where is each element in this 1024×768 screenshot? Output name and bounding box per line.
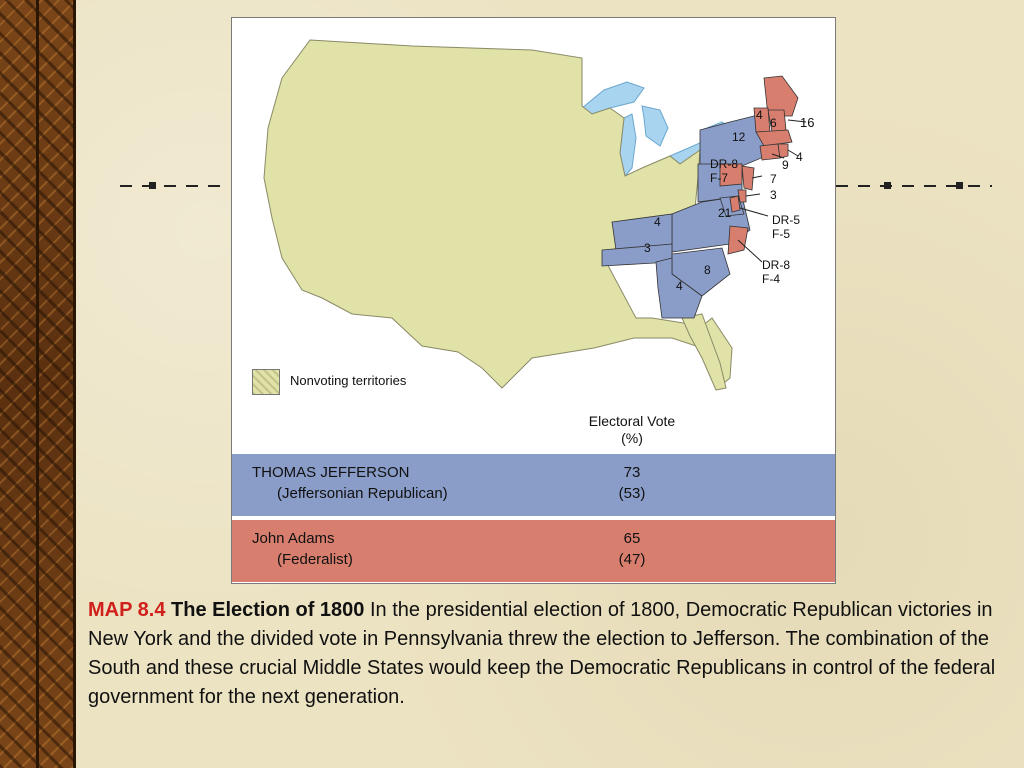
label-kentucky: 4 [654,215,661,229]
label-delaware: 3 [770,188,777,202]
candidate-votes: 73 [623,464,641,481]
caption-map-number: MAP 8.4 [88,599,166,621]
label-virginia: 21 [718,206,732,220]
label-new-york: 12 [732,130,746,144]
caption-text: In the presidential election of 1800, De… [88,599,996,708]
state-massachusetts [755,129,793,147]
decorative-dash-line-right [836,181,992,191]
label-georgia: 4 [676,279,683,293]
label-rhode-island: 4 [796,150,803,164]
candidate-party: (Federalist) [277,551,353,568]
candidate-percent: (53) [618,485,646,502]
label-north-carolina-f: F-4 [762,272,780,286]
candidate-party: (Jeffersonian Republican) [277,485,448,502]
state-new-jersey [741,165,755,191]
state-delaware [737,189,747,203]
label-new-jersey: 7 [770,172,777,186]
candidate-votes: 65 [623,530,641,547]
nonvoting-territory [263,39,733,389]
leader-line-ct [771,153,785,159]
label-tennessee: 3 [644,241,651,255]
leader-line-nj [751,175,763,179]
nonvoting-legend-label: Nonvoting territories [290,373,407,388]
map-caption: MAP 8.4 The Election of 1800 In the pres… [88,596,998,712]
label-pennsylvania-f: F-7 [710,171,728,185]
leader-line-md [739,207,769,217]
state-connecticut [759,143,781,161]
candidate-row-adams: John Adams (Federalist) 65 (47) [232,520,835,582]
candidate-name: John Adams [252,530,335,547]
label-pennsylvania-dr: DR-8 [710,157,739,171]
label-connecticut: 9 [782,158,789,172]
electoral-vote-subheader: (%) [621,430,643,446]
state-maryland-f [729,195,741,213]
label-south-carolina: 8 [704,263,711,277]
lake-huron [641,105,669,147]
label-north-carolina-dr: DR-8 [762,258,791,272]
state-rhode-island [777,143,789,159]
electoral-vote-header: Electoral Vote [588,413,676,429]
candidate-percent: (47) [618,551,646,568]
candidate-row-jefferson: THOMAS JEFFERSON (Jeffersonian Republica… [232,454,835,516]
label-maryland-dr: DR-5 [772,213,801,227]
florida [681,313,727,391]
leader-line-ma [787,119,807,123]
us-map [263,39,807,391]
nonvoting-legend-swatch [252,369,280,395]
lake-superior [581,81,645,115]
label-vermont: 4 [756,108,763,122]
label-new-hampshire: 6 [770,116,777,130]
candidate-name: THOMAS JEFFERSON [252,464,410,481]
label-maryland-f: F-5 [772,227,790,241]
leader-line-de [745,193,761,197]
leader-line-ri [787,149,799,157]
state-pennsylvania-f [719,163,743,187]
election-map-panel: 4 6 16 12 4 9 DR-8 F-7 7 3 21 DR-5 F-5 4… [231,17,836,584]
state-georgia [655,257,703,319]
label-massachusetts: 16 [800,115,815,130]
leader-line-nc [737,239,763,263]
decorative-dash-line-left [120,181,230,191]
caption-title: The Election of 1800 [171,599,365,621]
decorative-left-border [0,0,76,768]
